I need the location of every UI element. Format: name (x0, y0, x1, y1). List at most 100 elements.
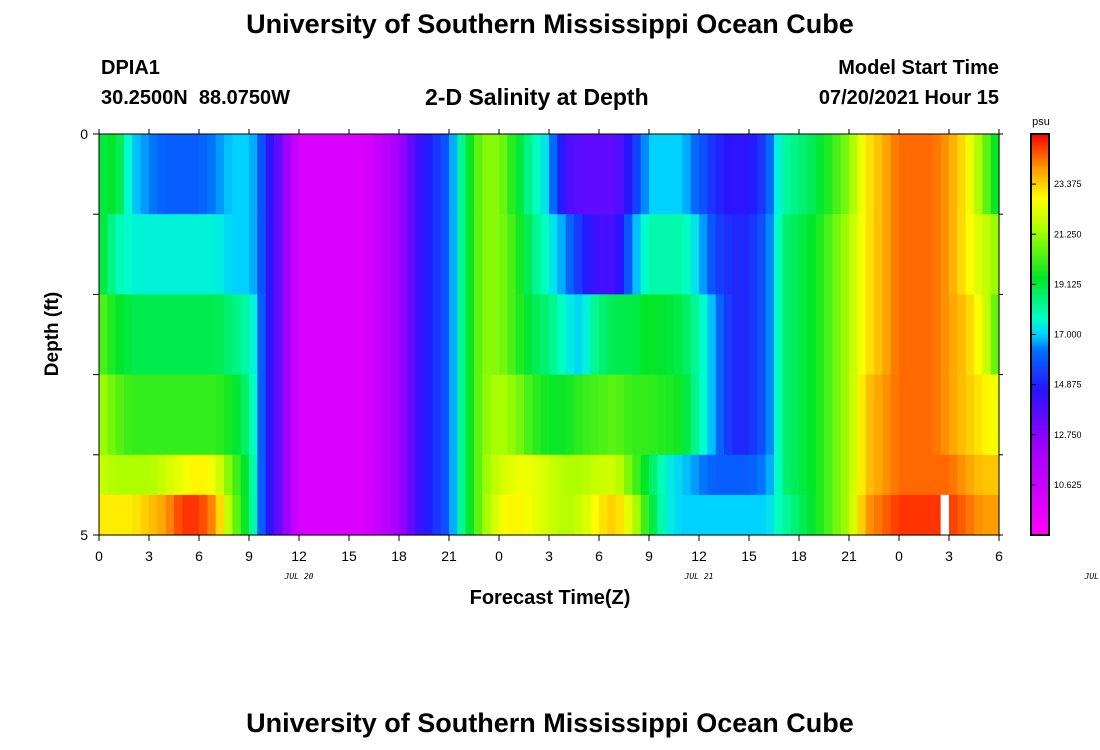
heatmap-cell (232, 294, 242, 376)
heatmap-cell (307, 494, 317, 536)
heatmap-cell (790, 494, 800, 536)
heatmap-cell (565, 374, 575, 456)
heatmap-cell (107, 134, 117, 215)
heatmap-cell (615, 374, 625, 456)
heatmap-cell (732, 214, 742, 295)
heatmap-cell (932, 294, 942, 376)
heatmap-cell (307, 454, 317, 496)
heatmap-cell (240, 134, 250, 215)
heatmap-cell (307, 134, 317, 215)
heatmap-cell (824, 134, 833, 215)
heatmap-cell (124, 214, 133, 295)
heatmap-cell (107, 374, 117, 456)
heatmap-cell (840, 214, 850, 295)
heatmap-cell (224, 454, 233, 496)
heatmap-cell (282, 214, 292, 295)
heatmap-cell (424, 294, 433, 376)
heatmap-cell (765, 294, 775, 376)
heatmap-cell (982, 294, 992, 376)
heatmap-cell (174, 494, 183, 536)
heatmap-cell (782, 454, 792, 496)
heatmap-cell (949, 294, 958, 376)
heatmap-cell (990, 214, 1000, 295)
heatmap-cell (482, 134, 492, 215)
heatmap-cell (257, 134, 267, 215)
heatmap-cell (890, 374, 900, 456)
heatmap-cell (324, 214, 333, 295)
heatmap-cell (307, 294, 317, 376)
heatmap-cell (540, 454, 550, 496)
heatmap-cell (882, 374, 892, 456)
heatmap-cell (990, 294, 1000, 376)
heatmap-cell (265, 294, 275, 376)
heatmap-cell (632, 134, 642, 215)
heatmap-cell (965, 134, 975, 215)
heatmap-cell (757, 494, 767, 536)
heatmap-cell (490, 374, 500, 456)
heatmap-cell (357, 374, 367, 456)
heatmap-cell (582, 134, 592, 215)
heatmap-cell (840, 454, 850, 496)
heatmap-cell (824, 294, 833, 376)
heatmap-cell (407, 214, 417, 295)
heatmap-cell (974, 374, 983, 456)
heatmap-cell (465, 214, 475, 295)
heatmap-cell (899, 454, 908, 496)
heatmap-cell (624, 374, 633, 456)
heatmap-cell (982, 134, 992, 215)
heatmap-cell (990, 374, 1000, 456)
heatmap-cell (199, 294, 208, 376)
heatmap-cell (165, 454, 175, 496)
heatmap-cell (290, 214, 300, 295)
heatmap-cell (799, 134, 808, 215)
x-tick-label: 0 (895, 548, 903, 564)
heatmap-cell (132, 494, 142, 536)
heatmap-cell (907, 454, 917, 496)
heatmap-cell (349, 374, 358, 456)
heatmap-cell (990, 454, 1000, 496)
heatmap-cell (924, 374, 933, 456)
heatmap-cell (365, 214, 375, 295)
heatmap-cell (649, 294, 658, 376)
heatmap-cell (549, 134, 558, 215)
heatmap-cell (724, 374, 733, 456)
heatmap-cell (774, 294, 783, 376)
heatmap-cell (457, 494, 467, 536)
heatmap-cell (465, 134, 475, 215)
heatmap-cell (790, 214, 800, 295)
heatmap-cell (432, 494, 442, 536)
heatmap-cell (224, 294, 233, 376)
heatmap-cell (249, 494, 258, 536)
heatmap-cell (724, 134, 733, 215)
heatmap-cell (474, 374, 483, 456)
heatmap-cell (149, 494, 158, 536)
heatmap-cell (782, 214, 792, 295)
heatmap-cell (849, 454, 858, 496)
heatmap-cell (649, 134, 658, 215)
heatmap-cell (365, 294, 375, 376)
heatmap-cell (240, 494, 250, 536)
heatmap-cell (657, 454, 667, 496)
heatmap-cell (657, 494, 667, 536)
heatmap-cell (607, 134, 617, 215)
heatmap-cell (490, 494, 500, 536)
heatmap-cell (907, 294, 917, 376)
heatmap-cell (732, 294, 742, 376)
heatmap-cell (282, 494, 292, 536)
heatmap-cell (990, 134, 1000, 215)
heatmap-cell (965, 214, 975, 295)
heatmap-cell (807, 494, 817, 536)
heatmap-cell (932, 494, 942, 536)
heatmap-cell (482, 454, 492, 496)
heatmap-cell (165, 494, 175, 536)
heatmap-cell (565, 454, 575, 496)
heatmap-cell (249, 374, 258, 456)
heatmap-cell (507, 214, 517, 295)
heatmap-cell (857, 134, 867, 215)
heatmap-cell (815, 494, 825, 536)
heatmap-cell (132, 374, 142, 456)
heatmap-cell (907, 494, 917, 536)
heatmap-cell (715, 374, 725, 456)
heatmap-cell (415, 374, 425, 456)
heatmap-cell (357, 494, 367, 536)
